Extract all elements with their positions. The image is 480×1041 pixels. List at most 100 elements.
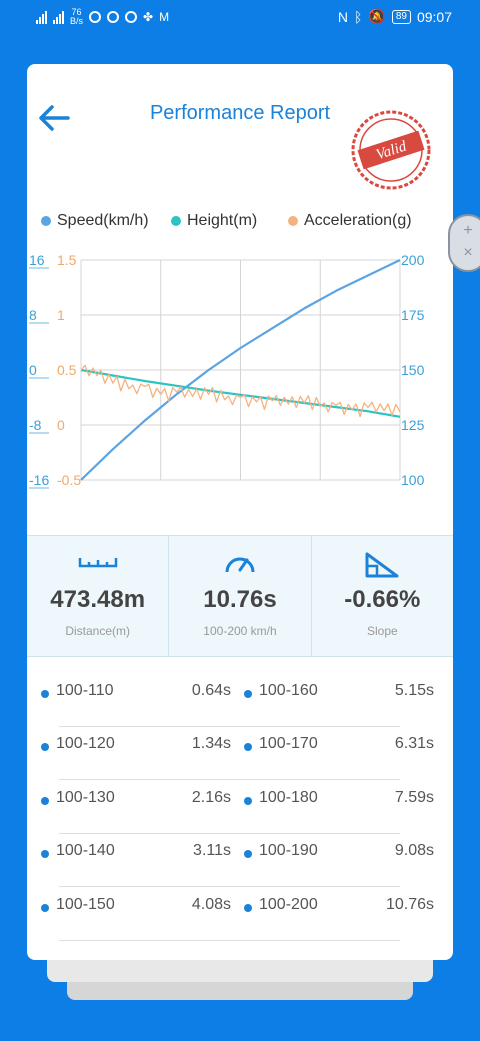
legend-label: Acceleration(g) — [304, 212, 412, 229]
bullet-icon — [244, 797, 252, 805]
speed-tick-label: 150 — [401, 362, 425, 378]
stat-label: Distance(m) — [65, 624, 130, 638]
fan-notification-icon: ✤ — [143, 10, 154, 24]
performance-chart: 16 8 0 -8 -16 1.5 1 0.5 0 -0.5 200 175 150 125 100 — [29, 252, 425, 489]
bullet-icon — [41, 797, 49, 805]
bullet-icon — [244, 690, 252, 698]
split-range: 100-170 — [259, 735, 318, 752]
legend-item-speed: Speed(km/h) — [41, 212, 149, 230]
bullet-icon — [41, 690, 49, 698]
list-item: 100-120 1.34s 100-170 6.31s — [41, 733, 441, 787]
split-range: 100-130 — [56, 789, 115, 806]
stat-time: 10.76s 100-200 km/h — [169, 536, 312, 656]
stat-label: 100-200 km/h — [203, 624, 277, 638]
split-range: 100-180 — [259, 789, 318, 806]
height-tick-label: 16 — [29, 252, 45, 268]
stat-slope: -0.66% Slope — [312, 536, 453, 656]
split-time: 4.08s — [191, 896, 231, 913]
phone-notification-icon — [125, 11, 138, 23]
stat-value: -0.66% — [344, 586, 421, 613]
battery-indicator: 89 — [391, 9, 411, 24]
acceleration-tick-label: -0.5 — [57, 472, 81, 488]
stat-value: 10.76s — [203, 586, 277, 613]
height-tick-label: -8 — [29, 417, 42, 433]
legend-dot — [288, 216, 298, 226]
split-cell: 100-120 1.34s — [41, 733, 231, 761]
bullet-icon — [41, 850, 49, 858]
bullet-icon — [41, 904, 49, 912]
height-tick-label: 8 — [29, 307, 37, 323]
status-left: 76 B/s ✤ M — [36, 8, 169, 26]
legend-item-acceleration: Acceleration(g) — [288, 212, 412, 230]
split-cell: 100-130 2.16s — [41, 787, 231, 815]
floating-widget-button[interactable]: + × — [448, 214, 480, 272]
report-card: Performance Report Valid Speed(km/h) Hei… — [27, 64, 453, 960]
speedometer-icon — [225, 557, 255, 573]
acceleration-tick-label: 0 — [57, 417, 65, 433]
legend-dot — [171, 216, 181, 226]
list-item: 100-140 3.11s 100-190 9.08s — [41, 840, 441, 894]
bullet-icon — [244, 904, 252, 912]
plus-icon[interactable]: + — [463, 222, 473, 239]
divider — [59, 779, 400, 780]
speed-tick-label: 100 — [401, 472, 425, 488]
legend-dot — [41, 216, 51, 226]
nfc-icon: N — [337, 8, 348, 25]
status-bar: 76 B/s ✤ M N ᛒ 🔕 89 09:07 — [0, 0, 480, 34]
split-cell: 100-150 4.08s — [41, 894, 231, 922]
split-cell: 100-170 6.31s — [244, 733, 434, 761]
series-line-acceleration — [80, 364, 401, 418]
split-time: 2.16s — [191, 789, 231, 806]
summary-stats: 473.48m Distance(m) 10.76s 100-200 km/h … — [27, 535, 453, 657]
split-time: 9.08s — [394, 842, 434, 859]
bullet-icon — [244, 743, 252, 751]
bluetooth-icon: ᛒ — [353, 8, 363, 25]
split-time: 3.11s — [193, 842, 231, 859]
close-icon[interactable]: × — [463, 244, 473, 261]
split-range: 100-120 — [56, 735, 115, 752]
split-cell: 100-180 7.59s — [244, 787, 434, 815]
split-range: 100-160 — [259, 682, 318, 699]
divider — [59, 886, 400, 887]
split-time: 10.76s — [385, 896, 434, 913]
split-cell: 100-140 3.11s — [41, 840, 231, 868]
split-time: 7.59s — [394, 789, 434, 806]
split-cell: 100-200 10.76s — [244, 894, 434, 922]
valid-stamp-icon: Valid — [351, 110, 431, 190]
split-time: 1.34s — [191, 735, 231, 752]
split-range: 100-150 — [56, 896, 115, 913]
clock: 09:07 — [416, 8, 452, 25]
signal-icon — [36, 10, 47, 24]
speed-tick-label: 200 — [401, 252, 425, 268]
network-speed: 76 B/s — [70, 7, 84, 26]
mute-icon: 🔕 — [368, 8, 386, 24]
split-range: 100-140 — [56, 842, 115, 859]
bullet-icon — [244, 850, 252, 858]
height-tick-label: -16 — [29, 472, 49, 488]
bullet-icon — [41, 743, 49, 751]
signal-icon-2 — [53, 10, 64, 24]
divider — [59, 726, 400, 727]
acceleration-tick-label: 1.5 — [57, 252, 77, 268]
split-time: 0.64s — [191, 682, 231, 699]
divider — [59, 833, 400, 834]
chat-notification-icon — [107, 11, 120, 23]
legend-label: Height(m) — [187, 212, 258, 229]
stat-distance: 473.48m Distance(m) — [27, 536, 170, 656]
list-item: 100-110 0.64s 100-160 5.15s — [41, 680, 441, 734]
back-arrow-icon[interactable] — [36, 100, 72, 136]
split-range: 100-110 — [56, 682, 114, 699]
series-line-speed — [80, 259, 401, 481]
legend-item-height: Height(m) — [171, 212, 257, 230]
split-cell: 100-160 5.15s — [244, 680, 434, 708]
divider — [59, 940, 400, 941]
list-item: 100-130 2.16s 100-180 7.59s — [41, 787, 441, 841]
status-right: N ᛒ 🔕 89 09:07 — [338, 8, 452, 25]
split-range: 100-200 — [259, 896, 318, 913]
mail-notification-icon: M — [159, 10, 170, 24]
app-notification-icon — [89, 11, 102, 23]
split-time: 5.15s — [394, 682, 434, 699]
height-tick-label: 0 — [29, 362, 37, 378]
acceleration-tick-label: 1 — [57, 307, 65, 323]
ruler-icon — [78, 558, 117, 568]
